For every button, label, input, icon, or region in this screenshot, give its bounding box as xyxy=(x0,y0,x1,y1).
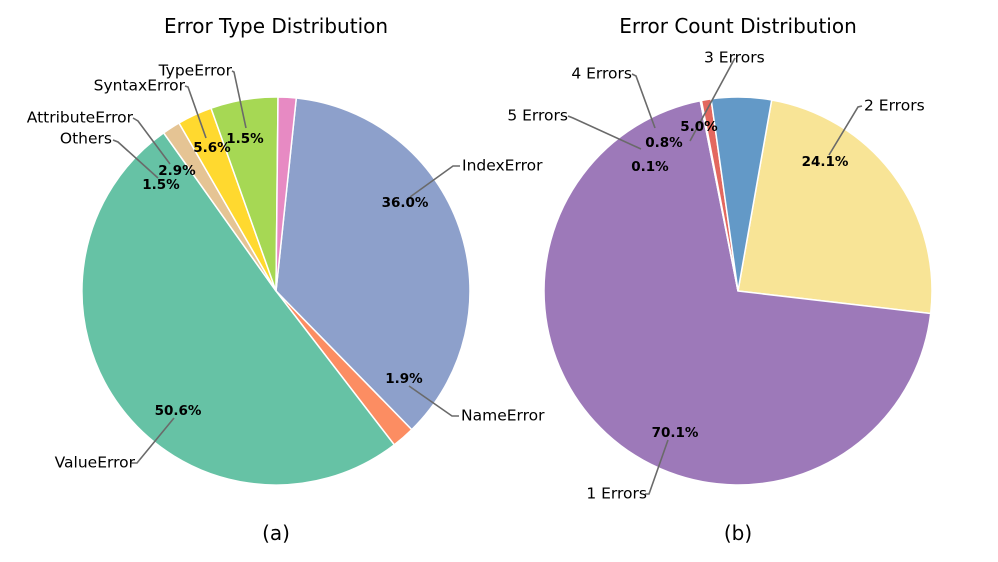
leader-line-2-errors xyxy=(828,105,863,156)
leader-line-attributeerror xyxy=(132,117,171,165)
pct-label-attributeerror: 2.9% xyxy=(158,163,196,179)
slice-label-indexerror: IndexError xyxy=(462,157,543,175)
pct-label-4-errors: 0.8% xyxy=(645,135,683,151)
error-count-pie-chart: Error Count Distribution 24.1% 2 Errors 70… xyxy=(507,14,933,545)
slice-label-4-errors: 4 Errors xyxy=(571,65,632,83)
chart-a-caption: (a) xyxy=(262,521,290,545)
slice-label-nameerror: NameError xyxy=(461,407,545,425)
leader-line-3-errors xyxy=(689,57,736,142)
slice-label-valueerror: ValueError xyxy=(55,454,136,472)
slice-label-attributeerror: AttributeError xyxy=(27,109,134,127)
pie-slice-valueerror xyxy=(81,131,396,486)
chart-a-leader-lines xyxy=(112,70,460,464)
chart-b-title: Error Count Distribution xyxy=(619,14,857,38)
slice-label-syntaxerror: SyntaxError xyxy=(94,77,186,95)
slice-label-others: Others xyxy=(60,130,112,148)
leader-line-valueerror xyxy=(130,417,175,464)
chart-b-labels: 24.1% 2 Errors 70.1% 1 Errors 0.1% 5 Errors 0.… xyxy=(507,49,924,503)
slice-label-1-errors: 1 Errors xyxy=(586,485,647,503)
pct-label-syntaxerror: 5.6% xyxy=(193,140,231,156)
slice-label-2-errors: 2 Errors xyxy=(864,97,925,115)
pct-label-2-errors: 24.1% xyxy=(802,154,849,170)
pct-label-indexerror: 36.0% xyxy=(382,195,429,211)
pct-label-others: 1.5% xyxy=(142,177,180,193)
slice-label-5-errors: 5 Errors xyxy=(507,107,568,125)
leader-line-nameerror xyxy=(408,385,459,417)
leader-line-syntaxerror xyxy=(184,85,207,139)
pie-slice-typeerror xyxy=(275,96,298,292)
chart-b-caption: (b) xyxy=(724,521,752,545)
slice-label-3-errors: 3 Errors xyxy=(704,49,765,67)
pie-slice-3-errors xyxy=(710,96,773,292)
error-type-pie-chart: Error Type Distribution 36.0% IndexError 1… xyxy=(27,14,545,545)
chart-a-wedges xyxy=(81,96,471,486)
leader-line-5-errors xyxy=(567,115,642,150)
pct-label-3-errors: 5.0% xyxy=(680,119,718,135)
pct-label-nameerror: 1.9% xyxy=(385,371,423,387)
pct-label-5-errors: 0.1% xyxy=(631,159,669,175)
chart-b-wedges xyxy=(543,96,933,486)
pct-label-1-errors: 70.1% xyxy=(652,425,699,441)
leader-line-typeerror xyxy=(231,70,247,129)
pie-slice-2-errors xyxy=(737,99,933,315)
pie-slice-1-errors xyxy=(543,99,932,486)
slice-label-typeerror: TypeError xyxy=(158,62,233,80)
leader-line-4-errors xyxy=(631,73,656,129)
chart-b-leader-lines xyxy=(567,57,863,495)
leader-line-indexerror xyxy=(409,165,460,198)
chart-a-labels: 36.0% IndexError 1.9% NameError 50.6% ValueEr… xyxy=(27,62,545,472)
pie-slice-indexerror xyxy=(275,97,471,431)
pct-label-typeerror: 1.5% xyxy=(226,131,264,147)
pct-label-valueerror: 50.6% xyxy=(155,403,202,419)
leader-line-others xyxy=(112,139,159,179)
leader-line-1-errors xyxy=(645,439,669,495)
chart-a-title: Error Type Distribution xyxy=(164,14,388,38)
